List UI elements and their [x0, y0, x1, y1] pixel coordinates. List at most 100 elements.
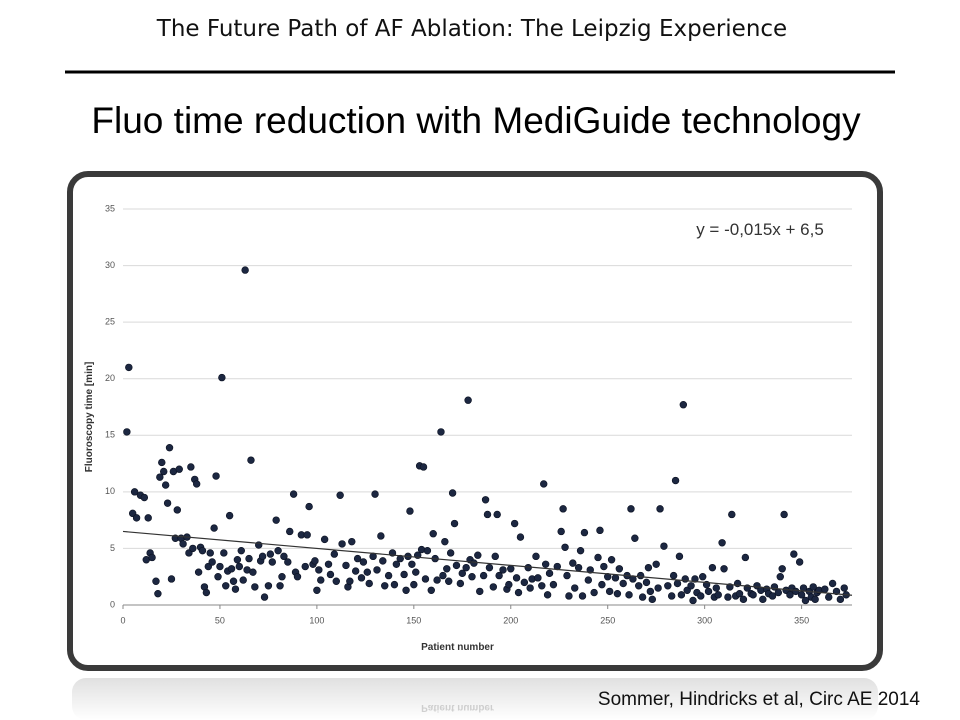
point [510, 519, 519, 528]
point [491, 552, 499, 561]
point [220, 549, 228, 557]
point [578, 592, 587, 600]
point [214, 573, 222, 581]
point [786, 591, 794, 599]
point [301, 562, 309, 571]
point [227, 565, 236, 573]
point [768, 592, 777, 600]
point [619, 579, 627, 588]
point [202, 588, 211, 597]
point [776, 573, 784, 581]
y-tick-label: 5 [110, 543, 115, 553]
point [272, 516, 280, 524]
point [251, 583, 259, 591]
point [452, 561, 461, 570]
point [462, 563, 470, 572]
point [699, 573, 707, 581]
point [656, 505, 664, 513]
point [514, 588, 523, 597]
point [410, 580, 418, 589]
point [470, 559, 478, 567]
x-tick-label: 50 [215, 615, 225, 625]
point [132, 514, 141, 522]
point [569, 559, 577, 567]
point [315, 566, 323, 574]
point [476, 587, 484, 596]
point [163, 499, 172, 507]
point [278, 573, 286, 581]
point [338, 540, 346, 548]
point [456, 579, 465, 588]
point [540, 480, 548, 488]
point [795, 558, 804, 566]
point [239, 576, 247, 584]
x-tick-label: 200 [503, 615, 518, 625]
point [326, 570, 335, 579]
point [392, 560, 401, 568]
point [679, 401, 688, 409]
point [642, 578, 651, 587]
point [741, 553, 750, 562]
x-tick-label: 150 [406, 615, 421, 625]
point [247, 456, 255, 464]
point [402, 586, 410, 594]
point [241, 266, 249, 274]
point [485, 563, 494, 572]
point [384, 571, 393, 580]
point [125, 363, 133, 372]
point [728, 510, 736, 519]
point [429, 530, 437, 538]
point [280, 552, 288, 561]
point [697, 592, 705, 600]
point [638, 593, 647, 601]
point [373, 566, 381, 574]
point [507, 565, 515, 573]
point [443, 565, 451, 573]
point [526, 584, 534, 592]
point [266, 550, 275, 558]
point [165, 444, 174, 452]
point [538, 582, 546, 590]
point [671, 476, 680, 485]
point [704, 587, 713, 596]
point [458, 569, 466, 578]
point [260, 593, 269, 601]
point [648, 595, 657, 604]
point [156, 473, 164, 481]
point [198, 546, 207, 555]
slide-title: The Future Path of AF Ablation: The Leip… [156, 16, 787, 42]
point [677, 591, 686, 599]
point [801, 596, 810, 605]
point [534, 574, 542, 582]
point [412, 568, 420, 576]
point [212, 472, 220, 480]
point [264, 582, 273, 590]
point [353, 554, 362, 563]
point [332, 577, 340, 585]
point [152, 577, 160, 585]
point [580, 528, 589, 537]
point [235, 562, 244, 571]
point [377, 532, 385, 540]
point [759, 595, 767, 604]
point [324, 560, 333, 568]
point [720, 565, 728, 573]
point [543, 591, 552, 599]
point [406, 507, 414, 515]
point [192, 480, 201, 488]
point [140, 493, 149, 502]
chart-frame [67, 171, 883, 671]
point [225, 511, 234, 520]
y-tick-label: 10 [105, 486, 115, 496]
point [739, 595, 748, 604]
point [320, 535, 329, 544]
point [123, 428, 131, 436]
x-tick-label: 250 [600, 615, 615, 625]
point [148, 553, 156, 562]
point [600, 562, 608, 571]
citation: Sommer, Hindricks et al, Circ AE 2014 [598, 689, 920, 710]
point [336, 491, 344, 499]
trendline [122, 530, 853, 596]
point [605, 587, 614, 596]
